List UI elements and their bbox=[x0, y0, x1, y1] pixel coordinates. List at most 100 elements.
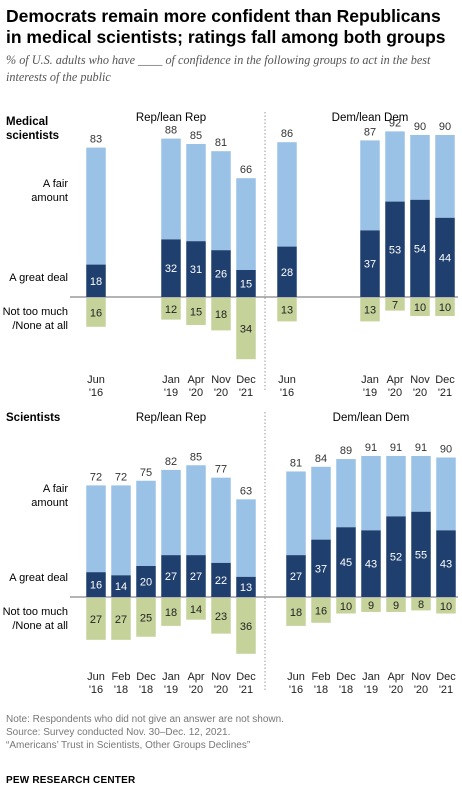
tick-label-year: '18 bbox=[139, 684, 153, 696]
bar-fair-amount bbox=[277, 142, 297, 247]
bar-fair-amount bbox=[186, 465, 206, 556]
label-total: 84 bbox=[315, 453, 327, 465]
bar-fair-amount bbox=[86, 147, 106, 265]
label-total: 85 bbox=[190, 130, 202, 142]
bar-not-too-much bbox=[111, 598, 131, 640]
group-header: Rep/lean Rep bbox=[136, 112, 206, 124]
tick-label-month: Dec bbox=[435, 374, 455, 386]
label-total: 89 bbox=[340, 445, 352, 457]
label-not-too-much: 10 bbox=[440, 601, 452, 613]
bar-great-deal bbox=[336, 527, 356, 597]
bar-fair-amount bbox=[136, 480, 156, 566]
bar-fair-amount bbox=[236, 178, 256, 270]
label-total: 91 bbox=[390, 442, 402, 454]
panel-title: scientists bbox=[6, 130, 59, 142]
tick-label-year: '21 bbox=[438, 387, 452, 399]
tick-label-month: Jun bbox=[87, 374, 105, 386]
tick-label-year: '20 bbox=[388, 387, 402, 399]
bar-fair-amount bbox=[186, 144, 206, 242]
tick-label-month: Jan bbox=[162, 374, 180, 386]
bar-fair-amount bbox=[111, 485, 131, 576]
label-not-too-much: 10 bbox=[414, 302, 426, 314]
bar-great-deal bbox=[236, 576, 256, 597]
tick-label-year: '20 bbox=[413, 387, 427, 399]
label-total: 90 bbox=[414, 121, 426, 133]
bar-not-too-much bbox=[211, 598, 231, 634]
bar-fair-amount bbox=[236, 499, 256, 577]
bar-fair-amount bbox=[386, 455, 406, 517]
bar-not-too-much bbox=[386, 598, 406, 612]
bar-great-deal bbox=[386, 516, 406, 597]
bar-great-deal bbox=[186, 555, 206, 597]
tick-label-month: Jun bbox=[87, 671, 105, 683]
chart-title: Democrats remain more confident than Rep… bbox=[6, 6, 446, 47]
bar-fair-amount bbox=[360, 140, 380, 231]
tick-label-month: Nov bbox=[211, 374, 231, 386]
label-not-too-much: 27 bbox=[90, 614, 102, 626]
bar-not-too-much bbox=[161, 598, 181, 626]
tick-label-year: '19 bbox=[363, 387, 377, 399]
tick-label-month: Dec bbox=[236, 671, 256, 683]
bar-not-too-much bbox=[186, 598, 206, 620]
bar-not-too-much bbox=[360, 298, 380, 322]
report-title-text: “Americans’ Trust in Scientists, Other G… bbox=[6, 740, 251, 751]
label-great-deal: 16 bbox=[90, 580, 102, 592]
tick-label-year: '20 bbox=[189, 387, 203, 399]
row-label-fair-amount: A fair bbox=[43, 178, 68, 190]
label-not-too-much: 23 bbox=[215, 611, 227, 623]
label-not-too-much: 25 bbox=[140, 612, 152, 624]
panel-title: Scientists bbox=[6, 412, 60, 424]
bar-fair-amount bbox=[361, 455, 381, 531]
tick-label-month: Jun bbox=[278, 374, 296, 386]
tick-label-year: '18 bbox=[114, 684, 128, 696]
bar-fair-amount bbox=[411, 455, 431, 512]
bar-fair-amount bbox=[211, 151, 231, 251]
tick-label-year: '16 bbox=[89, 387, 103, 399]
bar-great-deal bbox=[211, 562, 231, 597]
label-not-too-much: 16 bbox=[315, 605, 327, 617]
bar-fair-amount bbox=[410, 135, 430, 200]
label-total: 81 bbox=[290, 457, 302, 469]
source-text: Source: Survey conducted Nov. 30–Dec. 12… bbox=[6, 727, 231, 738]
tick-label-year: '19 bbox=[164, 684, 178, 696]
row-label-great-deal: A great deal bbox=[9, 572, 68, 584]
label-great-deal: 44 bbox=[439, 252, 451, 264]
label-great-deal: 15 bbox=[240, 279, 252, 291]
label-great-deal: 52 bbox=[390, 552, 402, 564]
tick-label-month: Apr bbox=[187, 671, 204, 683]
row-label-not-too-much: /None at all bbox=[12, 620, 68, 632]
label-not-too-much: 14 bbox=[190, 604, 202, 616]
label-total: 87 bbox=[364, 126, 376, 138]
tick-label-month: Dec bbox=[436, 671, 456, 683]
bar-not-too-much bbox=[236, 598, 256, 654]
bar-great-deal bbox=[161, 555, 181, 597]
tick-label-year: '21 bbox=[239, 387, 253, 399]
bar-not-too-much bbox=[211, 298, 231, 331]
tick-label-month: Nov bbox=[410, 374, 430, 386]
tick-label-year: '18 bbox=[314, 684, 328, 696]
label-total: 63 bbox=[240, 485, 252, 497]
label-great-deal: 54 bbox=[414, 243, 426, 255]
tick-label-year: '20 bbox=[389, 684, 403, 696]
label-great-deal: 43 bbox=[440, 559, 452, 571]
tick-label-month: Jan bbox=[162, 671, 180, 683]
bar-not-too-much bbox=[86, 298, 106, 327]
group-header: Dem/lean Dem bbox=[332, 112, 409, 124]
tick-label-year: '20 bbox=[214, 387, 228, 399]
bar-not-too-much bbox=[435, 298, 455, 316]
bar-great-deal bbox=[86, 264, 106, 297]
bar-not-too-much bbox=[277, 298, 297, 322]
bar-great-deal bbox=[136, 566, 156, 597]
label-total: 72 bbox=[90, 471, 102, 483]
bar-fair-amount bbox=[86, 485, 106, 573]
bar-great-deal bbox=[385, 201, 405, 297]
label-not-too-much: 18 bbox=[215, 309, 227, 321]
label-great-deal: 27 bbox=[290, 571, 302, 583]
tick-label-month: Nov bbox=[411, 671, 431, 683]
tick-label-month: Apr bbox=[187, 374, 204, 386]
tick-label-month: Feb bbox=[312, 671, 331, 683]
tick-label-month: Dec bbox=[336, 671, 356, 683]
bar-fair-amount bbox=[211, 477, 231, 563]
label-total: 83 bbox=[90, 134, 102, 146]
label-great-deal: 20 bbox=[140, 577, 152, 589]
